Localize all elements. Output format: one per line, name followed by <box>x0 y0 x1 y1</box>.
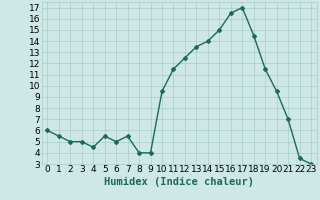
X-axis label: Humidex (Indice chaleur): Humidex (Indice chaleur) <box>104 177 254 187</box>
